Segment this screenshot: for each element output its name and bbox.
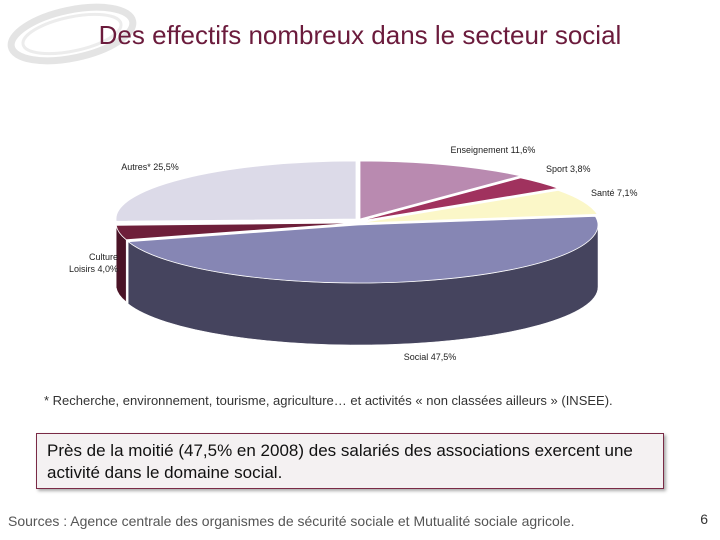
page-number: 6 bbox=[700, 511, 708, 527]
pie-slice-sant- bbox=[359, 189, 599, 224]
slice-label-culture-loisirs: Culture Loisirs 4,0% bbox=[69, 252, 118, 274]
slice-label-social: Social 47,5% bbox=[404, 352, 457, 362]
pie-slice-enseignement bbox=[359, 160, 521, 220]
sources-text: Sources : Agence centrale des organismes… bbox=[8, 513, 575, 529]
slice-label-autres: Autres* 25,5% bbox=[121, 162, 179, 172]
logo-swoosh bbox=[7, 3, 137, 65]
pie-slice-sport bbox=[359, 177, 559, 222]
pie-slice-social bbox=[127, 215, 599, 284]
slice-label-sport: Sport 3,8% bbox=[546, 164, 591, 174]
footnote: * Recherche, environnement, tourisme, ag… bbox=[44, 393, 613, 408]
pie-slice-autres bbox=[115, 160, 357, 222]
callout-box: Près de la moitié (47,5% en 2008) des sa… bbox=[36, 433, 664, 489]
slide-title: Des effectifs nombreux dans le secteur s… bbox=[98, 20, 622, 50]
pie-chart: Enseignement 11,6% Sport 3,8% Santé 7,1% So… bbox=[69, 145, 638, 362]
slice-label-sant-: Santé 7,1% bbox=[591, 188, 638, 198]
pie-slice-culture-loisirs bbox=[115, 222, 357, 241]
slice-label-enseignement: Enseignement 11,6% bbox=[451, 145, 536, 155]
